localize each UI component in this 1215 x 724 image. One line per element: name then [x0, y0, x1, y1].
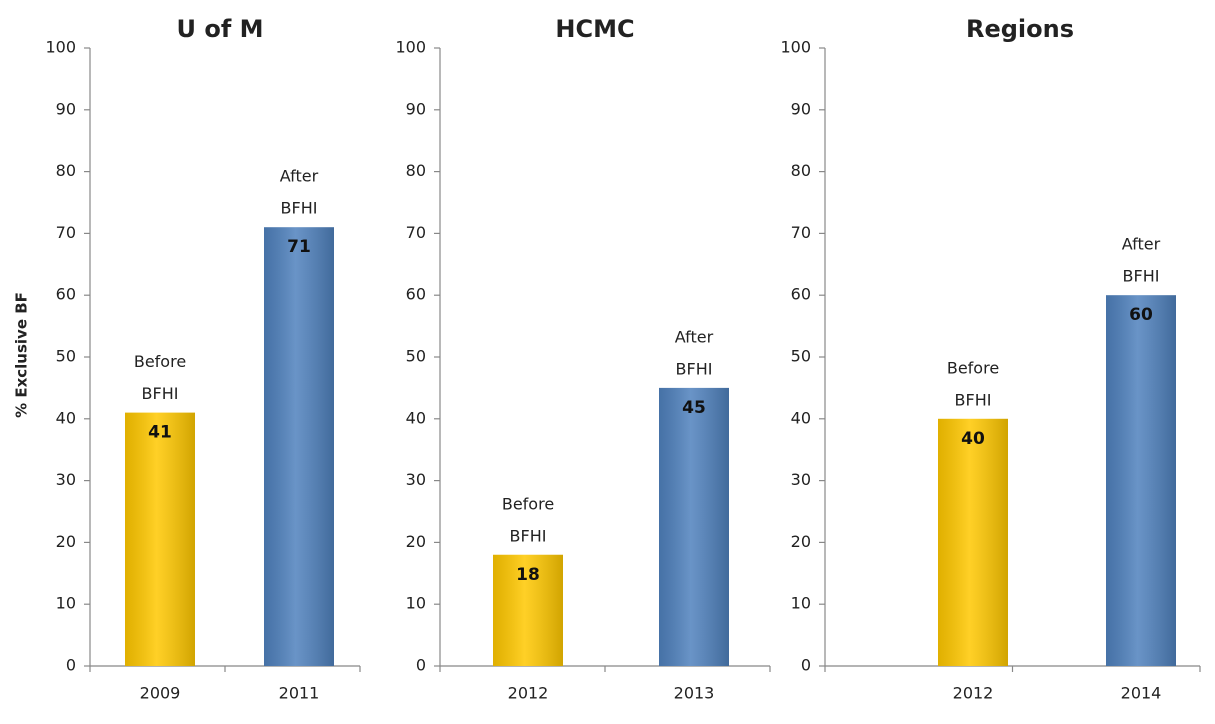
- y-tick-label: 90: [406, 99, 426, 118]
- x-tick-label: 2012: [508, 684, 549, 703]
- y-tick-label: 70: [406, 223, 426, 242]
- y-tick-label: 70: [56, 223, 76, 242]
- y-tick-label: 50: [56, 347, 76, 366]
- y-tick-label: 0: [416, 656, 426, 675]
- y-tick-label: 10: [56, 594, 76, 613]
- bar-shade: [659, 387, 729, 666]
- y-tick-label: 0: [801, 656, 811, 675]
- panel-title: HCMC: [555, 15, 634, 43]
- x-tick-label: 2012: [953, 684, 994, 703]
- y-tick-label: 90: [791, 99, 811, 118]
- value-label: 71: [287, 237, 311, 257]
- y-tick-label: 100: [395, 38, 426, 57]
- y-tick-label: 60: [791, 285, 811, 304]
- y-tick-label: 50: [406, 347, 426, 366]
- value-label: 18: [516, 565, 540, 585]
- x-tick-label: 2011: [279, 684, 320, 703]
- bar-annotation: BFHI: [142, 384, 179, 403]
- y-tick-label: 80: [56, 161, 76, 180]
- bar-annotation: BFHI: [281, 199, 318, 218]
- bar-annotation: BFHI: [676, 359, 713, 378]
- y-tick-label: 60: [56, 285, 76, 304]
- bar-annotation: After: [1122, 235, 1161, 254]
- y-tick-label: 100: [780, 38, 811, 57]
- bar-annotation: Before: [947, 358, 999, 377]
- value-label: 41: [148, 423, 172, 443]
- y-tick-label: 20: [791, 532, 811, 551]
- y-tick-label: 80: [791, 161, 811, 180]
- bar-annotation: After: [675, 327, 714, 346]
- bar-annotation: Before: [134, 352, 186, 371]
- y-tick-label: 80: [406, 161, 426, 180]
- y-tick-label: 40: [791, 408, 811, 427]
- panel-title: U of M: [176, 15, 263, 43]
- y-tick-label: 20: [56, 532, 76, 551]
- y-tick-label: 20: [406, 532, 426, 551]
- x-tick-label: 2009: [140, 684, 181, 703]
- y-tick-label: 10: [406, 594, 426, 613]
- bar-annotation: BFHI: [510, 526, 547, 545]
- bar-annotation: BFHI: [1123, 267, 1160, 286]
- y-tick-label: 30: [791, 470, 811, 489]
- bar-shade: [1106, 295, 1176, 666]
- x-tick-label: 2014: [1121, 684, 1162, 703]
- y-tick-label: 10: [791, 594, 811, 613]
- y-tick-label: 70: [791, 223, 811, 242]
- value-label: 40: [961, 429, 985, 449]
- bar-shade: [493, 554, 563, 666]
- y-tick-label: 30: [56, 470, 76, 489]
- y-tick-label: 60: [406, 285, 426, 304]
- x-tick-label: 2013: [674, 684, 715, 703]
- bar-annotation: After: [280, 167, 319, 186]
- y-tick-label: 30: [406, 470, 426, 489]
- y-tick-label: 40: [406, 408, 426, 427]
- panel-title: Regions: [966, 15, 1074, 43]
- y-tick-label: 100: [45, 38, 76, 57]
- bar-annotation: Before: [502, 494, 554, 513]
- value-label: 60: [1129, 305, 1153, 325]
- y-tick-label: 50: [791, 347, 811, 366]
- bar-annotation: BFHI: [955, 390, 992, 409]
- bar-shade: [938, 418, 1008, 666]
- bar-shade: [125, 412, 195, 666]
- y-tick-label: 90: [56, 99, 76, 118]
- y-axis-label: % Exclusive BF: [13, 292, 31, 418]
- y-tick-label: 0: [66, 656, 76, 675]
- bar-shade: [264, 227, 334, 666]
- value-label: 45: [682, 398, 706, 418]
- y-tick-label: 40: [56, 408, 76, 427]
